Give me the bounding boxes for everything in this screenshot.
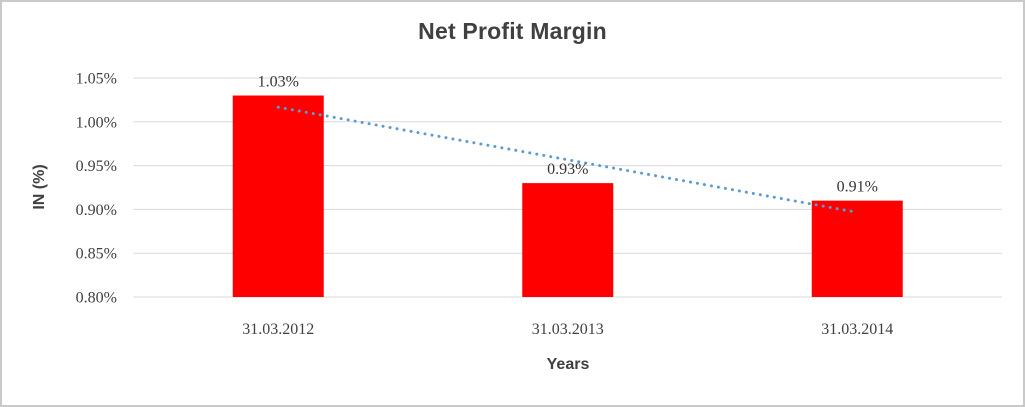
y-tick-label: 0.95%: [76, 158, 117, 175]
data-label: 0.91%: [837, 179, 878, 196]
bar: [232, 95, 324, 298]
y-tick-label: 0.85%: [76, 246, 117, 263]
y-tick-label: 1.00%: [76, 114, 117, 131]
x-category-label: 31.03.2012: [242, 321, 314, 338]
x-category-label: 31.03.2013: [532, 321, 604, 338]
data-label: 1.03%: [258, 74, 299, 91]
bar: [522, 183, 614, 297]
y-tick-label: 0.80%: [76, 290, 117, 307]
data-label: 0.93%: [547, 161, 588, 178]
y-tick-label: 1.05%: [76, 71, 117, 88]
chart-title: Net Profit Margin: [418, 18, 607, 44]
x-category-label: 31.03.2014: [821, 321, 893, 338]
x-axis-title: Years: [546, 356, 590, 373]
bar: [811, 200, 903, 297]
y-tick-label: 0.90%: [76, 202, 117, 219]
trendline: [276, 105, 859, 214]
